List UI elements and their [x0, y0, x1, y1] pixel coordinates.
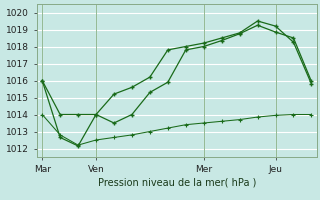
X-axis label: Pression niveau de la mer( hPa ): Pression niveau de la mer( hPa ): [98, 178, 256, 188]
